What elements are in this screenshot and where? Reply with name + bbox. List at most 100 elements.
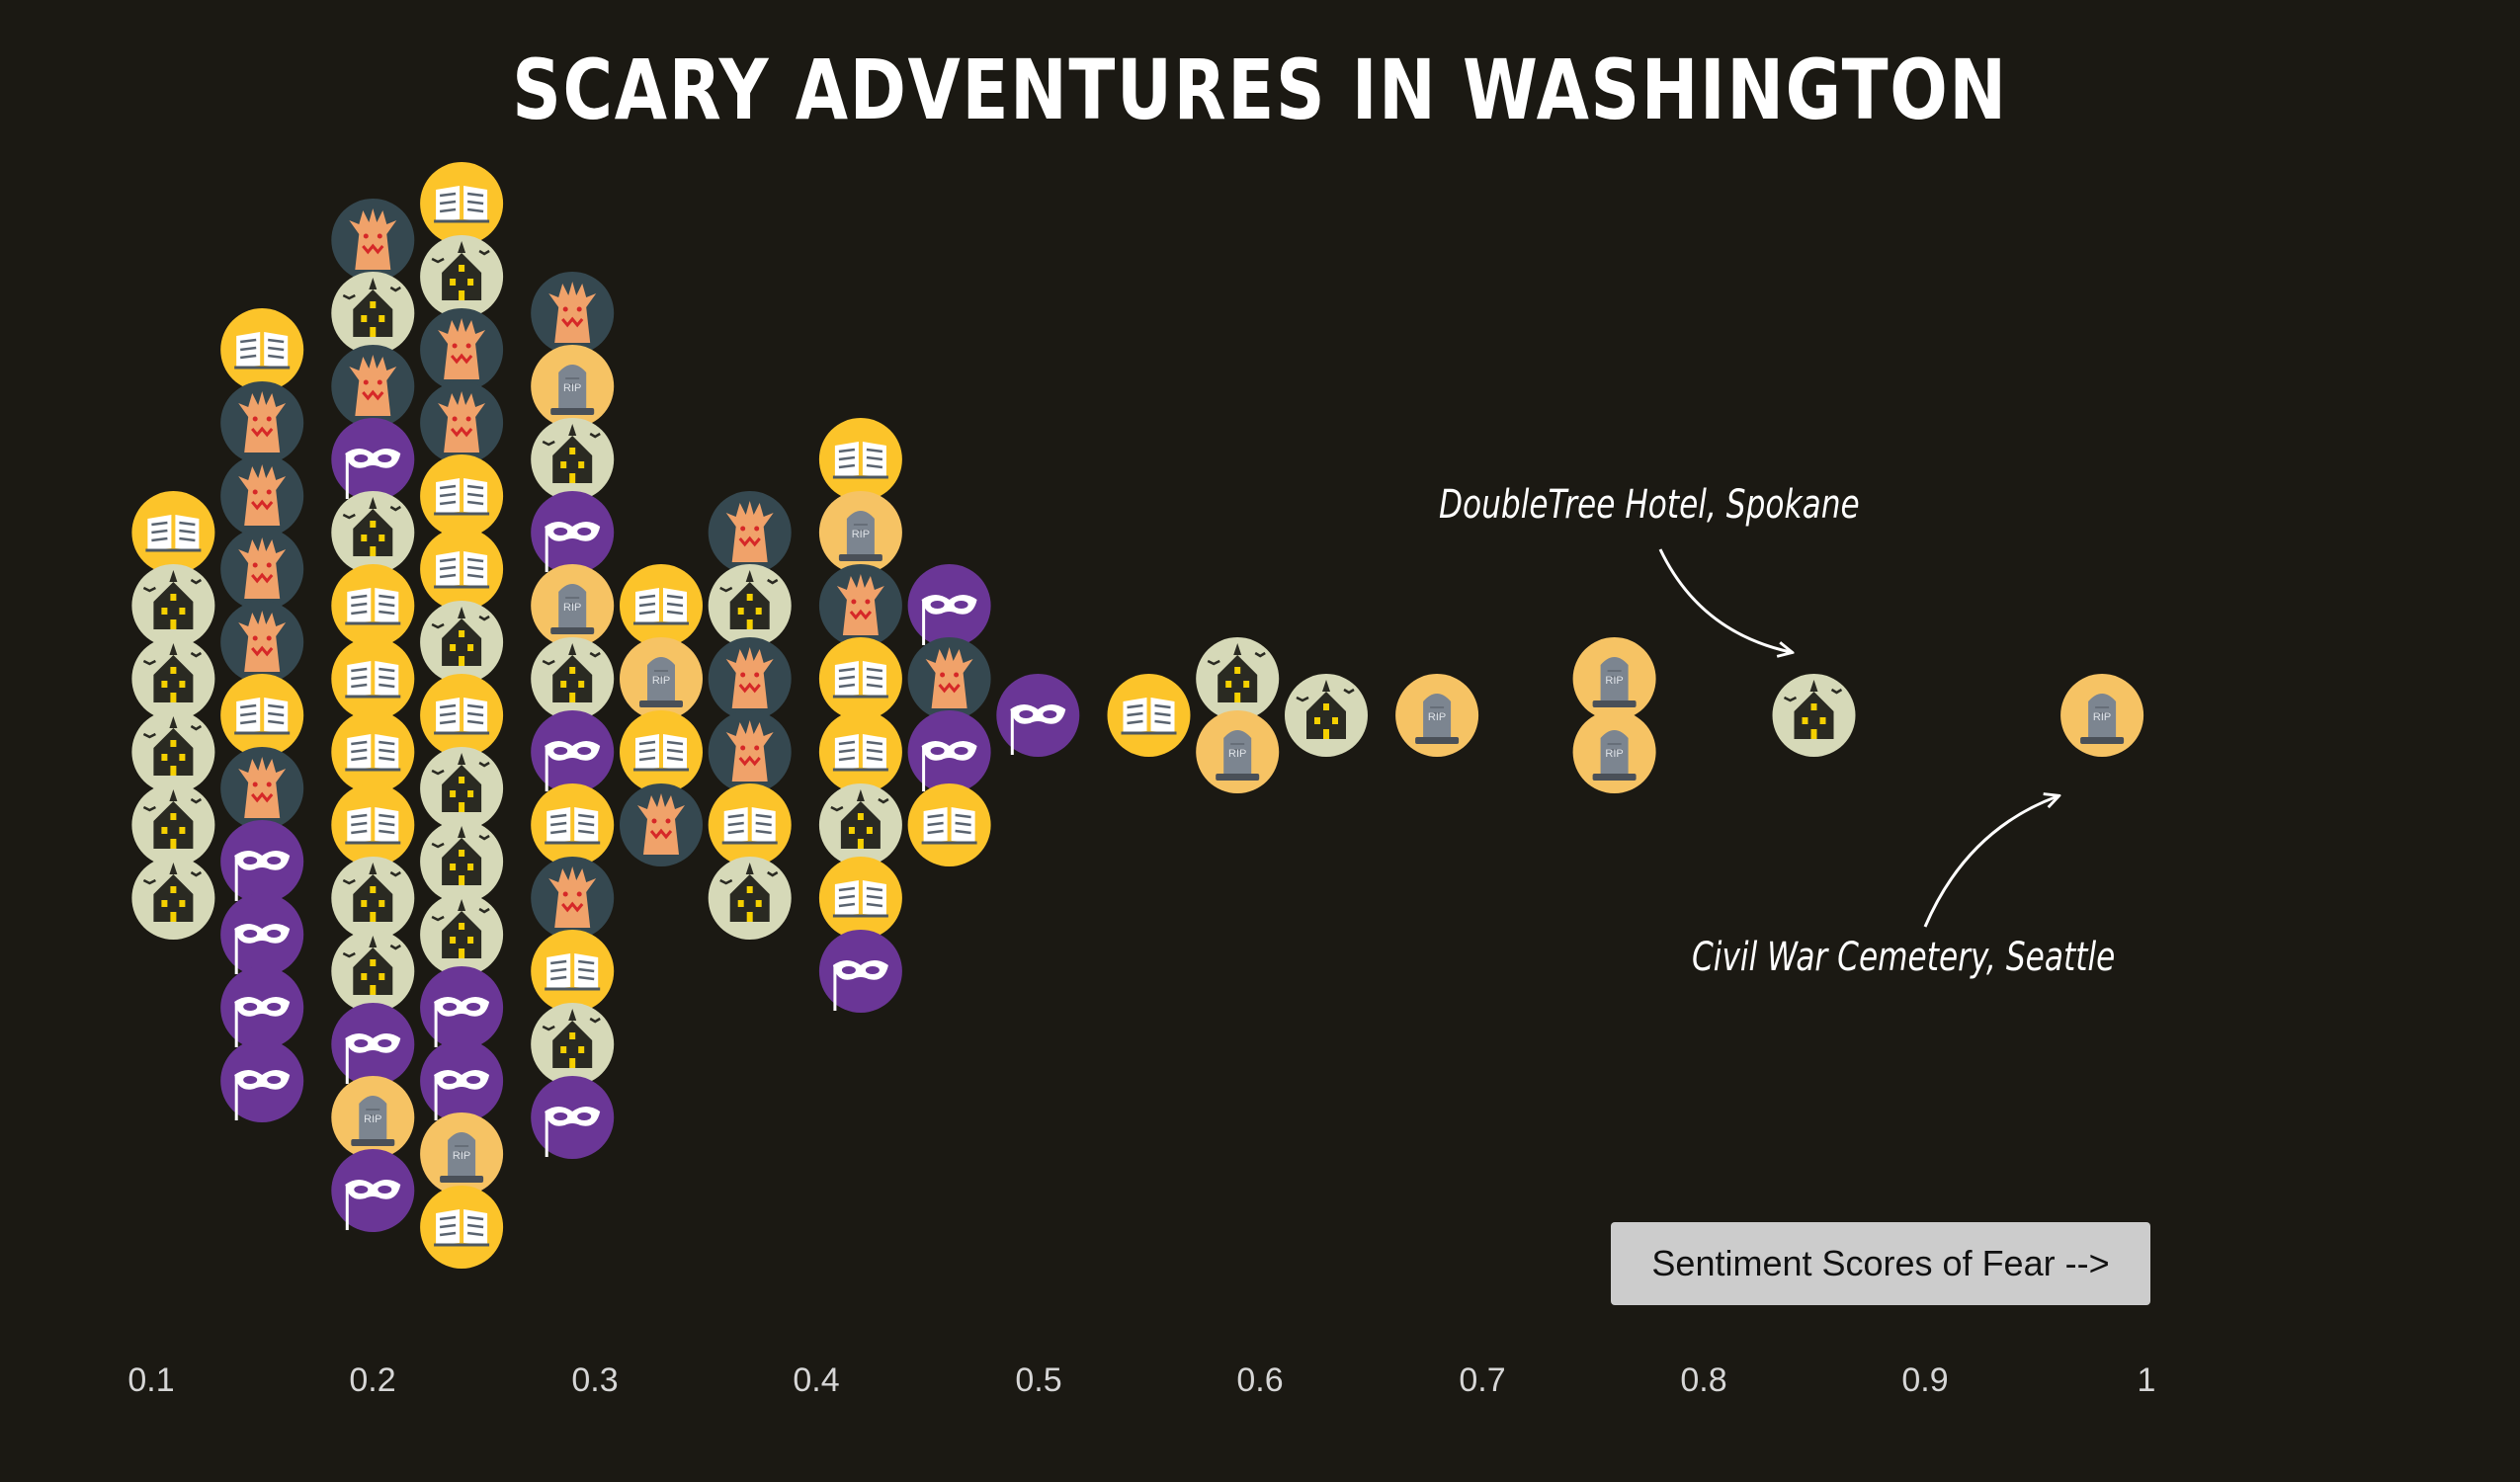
point-house-icon xyxy=(1196,637,1280,720)
point-tree-icon xyxy=(708,637,792,720)
point-grave-icon: RIP xyxy=(331,1076,415,1159)
svg-text:RIP: RIP xyxy=(563,602,581,614)
point-book-icon xyxy=(818,710,902,793)
point-house-icon xyxy=(420,820,504,903)
point-house-icon xyxy=(531,418,615,501)
point-book-icon xyxy=(420,674,504,757)
point-book-icon xyxy=(331,710,415,793)
point-tree-icon xyxy=(708,491,792,574)
point-book-icon xyxy=(331,783,415,866)
annotation-arrow-cemetery xyxy=(1923,796,2058,928)
legend-label: Sentiment Scores of Fear --> xyxy=(1611,1222,2150,1305)
point-tree-icon xyxy=(220,747,304,830)
point-book-icon xyxy=(220,674,304,757)
point-house-icon xyxy=(420,235,504,318)
point-book-icon xyxy=(220,308,304,391)
svg-text:RIP: RIP xyxy=(364,1113,381,1125)
point-book-icon xyxy=(420,1186,504,1269)
point-house-icon xyxy=(131,710,215,793)
point-tree-icon xyxy=(818,564,902,647)
point-house-icon xyxy=(1285,674,1368,757)
svg-text:RIP: RIP xyxy=(1428,711,1446,723)
svg-text:RIP: RIP xyxy=(652,675,670,687)
point-mask-icon xyxy=(331,1149,415,1232)
point-mask-icon xyxy=(907,710,991,793)
point-tree-icon xyxy=(331,345,415,428)
x-tick-label: 1 xyxy=(2137,1361,2156,1399)
chart-title: Scary Adventures in Washington xyxy=(512,41,2008,138)
point-house-icon xyxy=(708,857,792,940)
point-tree-icon xyxy=(907,637,991,720)
point-book-icon xyxy=(131,491,215,574)
point-grave-icon: RIP xyxy=(1395,674,1479,757)
annotation-doubletree: DoubleTree Hotel, Spokane xyxy=(1439,482,1860,528)
point-house-icon xyxy=(420,893,504,976)
x-tick-label: 0.5 xyxy=(1015,1361,1062,1399)
point-book-icon xyxy=(620,564,703,647)
annotation-arrow-doubletree xyxy=(1658,548,1791,652)
point-mask-icon xyxy=(331,1003,415,1086)
point-tree-icon xyxy=(420,308,504,391)
point-house-icon xyxy=(1772,674,1856,757)
point-grave-icon: RIP xyxy=(420,1112,504,1195)
point-book-icon xyxy=(708,783,792,866)
x-tick-label: 0.1 xyxy=(127,1361,175,1399)
point-house-icon xyxy=(331,930,415,1013)
point-tree-icon xyxy=(420,381,504,464)
svg-text:RIP: RIP xyxy=(2093,711,2111,723)
point-mask-icon xyxy=(420,1039,504,1122)
point-mask-icon xyxy=(907,564,991,647)
svg-text:RIP: RIP xyxy=(1605,675,1623,687)
point-tree-icon xyxy=(531,272,615,355)
icon-dots: RIP RIP RIP RIP RIP RIP RIP RIP RIP RIP RIP xyxy=(131,162,2144,1269)
point-mask-icon xyxy=(220,893,304,976)
x-tick-label: 0.2 xyxy=(349,1361,396,1399)
point-tree-icon xyxy=(531,857,615,940)
point-book-icon xyxy=(818,857,902,940)
x-tick-label: 0.3 xyxy=(571,1361,619,1399)
svg-text:RIP: RIP xyxy=(852,529,870,540)
svg-text:RIP: RIP xyxy=(453,1150,470,1162)
point-mask-icon xyxy=(220,820,304,903)
point-house-icon xyxy=(331,491,415,574)
point-tree-icon xyxy=(220,454,304,537)
point-book-icon xyxy=(1107,674,1191,757)
point-grave-icon: RIP xyxy=(531,345,615,428)
point-mask-icon xyxy=(420,966,504,1049)
point-grave-icon: RIP xyxy=(1196,710,1280,793)
point-book-icon xyxy=(620,710,703,793)
point-house-icon xyxy=(531,1003,615,1086)
point-book-icon xyxy=(818,418,902,501)
svg-text:RIP: RIP xyxy=(1228,748,1246,760)
annotation-cemetery: Civil War Cemetery, Seattle xyxy=(1692,935,2116,980)
point-tree-icon xyxy=(331,199,415,282)
point-book-icon xyxy=(420,454,504,537)
point-house-icon xyxy=(420,747,504,830)
point-house-icon xyxy=(131,564,215,647)
point-mask-icon xyxy=(220,1039,304,1122)
point-book-icon xyxy=(531,783,615,866)
point-tree-icon xyxy=(220,381,304,464)
point-mask-icon xyxy=(996,674,1080,757)
point-grave-icon: RIP xyxy=(818,491,902,574)
svg-text:RIP: RIP xyxy=(563,382,581,394)
point-mask-icon xyxy=(531,710,615,793)
x-tick-label: 0.8 xyxy=(1680,1361,1727,1399)
point-tree-icon xyxy=(708,710,792,793)
point-mask-icon xyxy=(331,418,415,501)
point-book-icon xyxy=(420,528,504,611)
point-house-icon xyxy=(331,272,415,355)
x-tick-label: 0.9 xyxy=(1901,1361,1949,1399)
point-house-icon xyxy=(331,857,415,940)
point-grave-icon: RIP xyxy=(620,637,703,720)
point-tree-icon xyxy=(620,783,703,866)
point-house-icon xyxy=(131,637,215,720)
point-mask-icon xyxy=(531,1076,615,1159)
point-book-icon xyxy=(331,637,415,720)
point-mask-icon xyxy=(531,491,615,574)
point-house-icon xyxy=(131,857,215,940)
point-house-icon xyxy=(131,783,215,866)
point-book-icon xyxy=(907,783,991,866)
point-tree-icon xyxy=(220,528,304,611)
